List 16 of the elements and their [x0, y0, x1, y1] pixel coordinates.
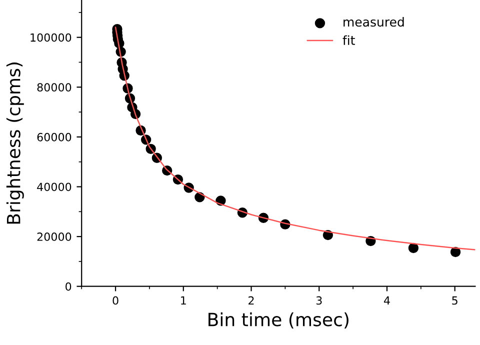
x-tick-label: 2 [248, 296, 254, 305]
y-tick-label: 20000 [37, 232, 72, 241]
y-tick-label: 0 [66, 282, 72, 291]
x-tick-label: 3 [316, 296, 322, 305]
y-tick-label: 100000 [30, 33, 72, 42]
y-tick-label: 80000 [37, 83, 72, 92]
legend-label: measured [344, 16, 404, 27]
legend-label: fit [342, 35, 355, 45]
x-tick-label: 5 [452, 296, 458, 305]
x-axis-title: Bin time (msec) [208, 312, 348, 328]
x-tick-label: 0 [112, 296, 118, 305]
y-tick-label: 60000 [37, 132, 72, 142]
x-tick-label: 4 [384, 296, 390, 305]
x-tick-label: 1 [181, 296, 186, 305]
y-tick-label: 40000 [37, 182, 72, 192]
y-axis-title: Brightness (cpms) [6, 62, 24, 224]
